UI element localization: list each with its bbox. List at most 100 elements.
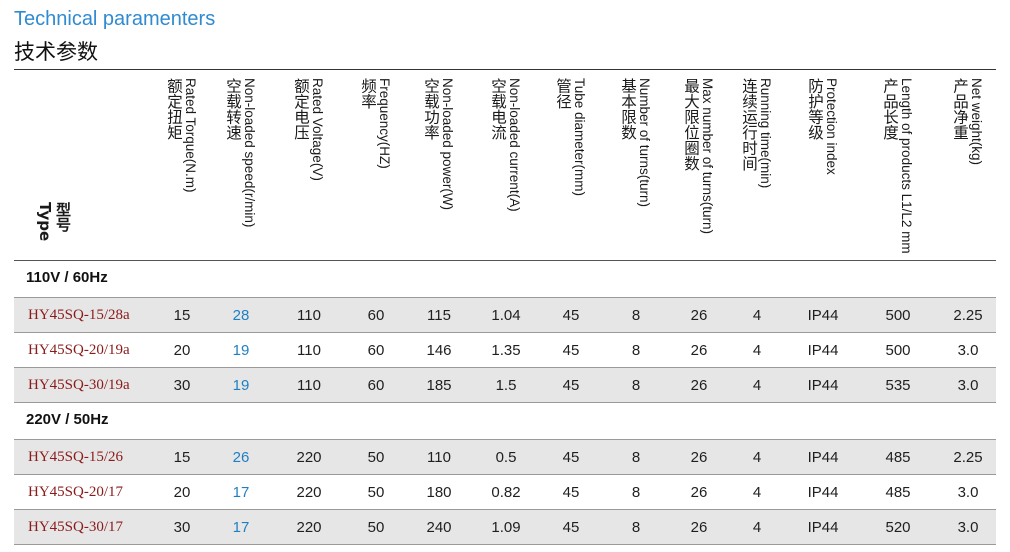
- torque-cell: 20: [173, 342, 191, 359]
- tube-cell: 45: [562, 484, 580, 501]
- protection-cell: IP44: [807, 519, 839, 536]
- power-cell: 115: [427, 307, 451, 324]
- voltage-cell: 220: [296, 519, 322, 536]
- column-header-label-en: Tube diameter(mm): [572, 78, 587, 197]
- column-header-label-cn: 防护等级: [806, 78, 824, 140]
- run-time-cell: 4: [752, 519, 762, 536]
- section-header: 220V / 50Hz: [14, 403, 996, 439]
- tube-cell: 45: [562, 377, 580, 394]
- run-time-cell: 4: [752, 377, 762, 394]
- column-header-protection: Protection index 防护等级: [793, 70, 853, 260]
- protection-cell: IP44: [807, 484, 839, 501]
- voltage-cell: 220: [296, 484, 322, 501]
- column-header-voltage: Rated Voltage(V) 额定电压: [279, 70, 339, 260]
- turns-cell: 8: [631, 377, 641, 394]
- power-cell: 146: [426, 342, 452, 359]
- model-cell: HY45SQ-15/26: [28, 449, 124, 465]
- type-header-cn: 型号: [54, 202, 72, 232]
- current-cell: 1.04: [491, 307, 521, 324]
- column-header-label-cn: 产品净重: [951, 78, 969, 140]
- column-header-label-cn: 最大限位圈数: [682, 78, 700, 171]
- freq-cell: 60: [367, 307, 385, 324]
- column-header-power: Non-loaded power(W) 空载功率: [409, 70, 469, 260]
- model-cell: HY45SQ-30/19a: [28, 377, 130, 393]
- tube-cell: 45: [562, 519, 580, 536]
- current-cell: 1.09: [491, 519, 521, 536]
- page-title-en: Technical paramenters: [14, 8, 216, 30]
- column-header-label-en: Number of turns(turn): [637, 78, 652, 208]
- table-header: 型号 Type Rated Torque(N.m) 额定扭矩 Non-loaded …: [14, 70, 996, 260]
- speed-cell: 17: [232, 484, 250, 501]
- length-cell: 500: [885, 307, 911, 324]
- page-title-cn: 技术参数: [14, 40, 98, 64]
- current-cell: 0.82: [491, 484, 521, 501]
- column-header-label-en: Frequency(HZ): [377, 78, 392, 169]
- current-cell: 1.35: [491, 342, 521, 359]
- type-header-en: Type: [36, 202, 54, 242]
- torque-cell: 15: [173, 307, 191, 324]
- max-turns-cell: 26: [690, 307, 708, 324]
- table-row: HY45SQ-20/19a 20 19 110 60 146 1.35 45 8 26 4 IP44 5…: [14, 332, 996, 368]
- column-header-label-cn: 空载功率: [422, 78, 440, 140]
- table-row: HY45SQ-15/28a 15 28 110 60 115 1.04 45 8 26 4 IP44 5…: [14, 297, 996, 333]
- torque-cell: 30: [173, 377, 191, 394]
- length-cell: 500: [885, 342, 911, 359]
- column-header-torque: Rated Torque(N.m) 额定扭矩: [152, 70, 212, 260]
- section-header: 110V / 60Hz: [14, 261, 996, 297]
- speed-cell: 17: [232, 519, 250, 536]
- freq-cell: 60: [367, 342, 385, 359]
- protection-cell: IP44: [807, 342, 839, 359]
- freq-cell: 50: [367, 519, 385, 536]
- divider: [14, 260, 996, 261]
- length-cell: 535: [885, 377, 911, 394]
- length-cell: 485: [885, 449, 911, 466]
- column-header-max-turns: Max number of turns(turn) 最大限位圈数: [669, 70, 729, 260]
- divider: [14, 544, 996, 545]
- max-turns-cell: 26: [690, 377, 708, 394]
- column-header-label-cn: 产品长度: [881, 78, 899, 140]
- max-turns-cell: 26: [690, 449, 708, 466]
- column-header-label-en: Non-loaded speed(r/min): [242, 78, 257, 228]
- run-time-cell: 4: [752, 484, 762, 501]
- tube-cell: 45: [562, 342, 580, 359]
- current-cell: 0.5: [495, 449, 517, 466]
- power-cell: 180: [426, 484, 452, 501]
- column-header-label-en: Rated Voltage(V): [310, 78, 325, 181]
- max-turns-cell: 26: [690, 484, 708, 501]
- column-header-turns: Number of turns(turn) 基本限数: [606, 70, 666, 260]
- turns-cell: 8: [631, 307, 641, 324]
- column-header-run-time: Running time(min) 连续运行时间: [727, 70, 787, 260]
- speed-cell: 28: [232, 307, 250, 324]
- power-cell: 240: [426, 519, 452, 536]
- model-cell: HY45SQ-20/19a: [28, 342, 130, 358]
- torque-cell: 20: [173, 484, 191, 501]
- weight-cell: 2.25: [953, 449, 983, 466]
- column-header-label-en: Max number of turns(turn): [700, 78, 715, 235]
- column-header-label-cn: 额定电压: [292, 78, 310, 140]
- freq-cell: 50: [367, 449, 385, 466]
- column-header-label-en: Non-loaded power(W): [440, 78, 455, 211]
- voltage-cell: 220: [296, 449, 322, 466]
- speed-cell: 19: [232, 342, 250, 359]
- column-header-length: Length of products L1/L2 mm 产品长度: [868, 70, 928, 260]
- column-header-label-cn: 频率: [359, 78, 377, 109]
- protection-cell: IP44: [807, 449, 839, 466]
- table-row: HY45SQ-30/19a 30 19 110 60 185 1.5 45 8 26 4 IP44 53…: [14, 367, 996, 403]
- model-cell: HY45SQ-15/28a: [28, 307, 130, 323]
- run-time-cell: 4: [752, 449, 762, 466]
- column-header-label-cn: 额定扭矩: [165, 78, 183, 140]
- speed-cell: 19: [232, 377, 250, 394]
- max-turns-cell: 26: [690, 342, 708, 359]
- column-header-label-en: Protection index: [824, 78, 839, 175]
- tube-cell: 45: [562, 307, 580, 324]
- column-header-label-en: Net weight(kg): [969, 78, 984, 166]
- section-label: 220V / 50Hz: [26, 411, 109, 428]
- turns-cell: 8: [631, 449, 641, 466]
- column-header-label-en: Length of products L1/L2 mm: [899, 78, 914, 254]
- turns-cell: 8: [631, 519, 641, 536]
- column-header-current: Non-loaded current(A) 空载电流: [476, 70, 536, 260]
- column-header-label-cn: 管径: [554, 78, 572, 109]
- column-header-label-en: Non-loaded current(A): [507, 78, 522, 212]
- weight-cell: 3.0: [957, 519, 979, 536]
